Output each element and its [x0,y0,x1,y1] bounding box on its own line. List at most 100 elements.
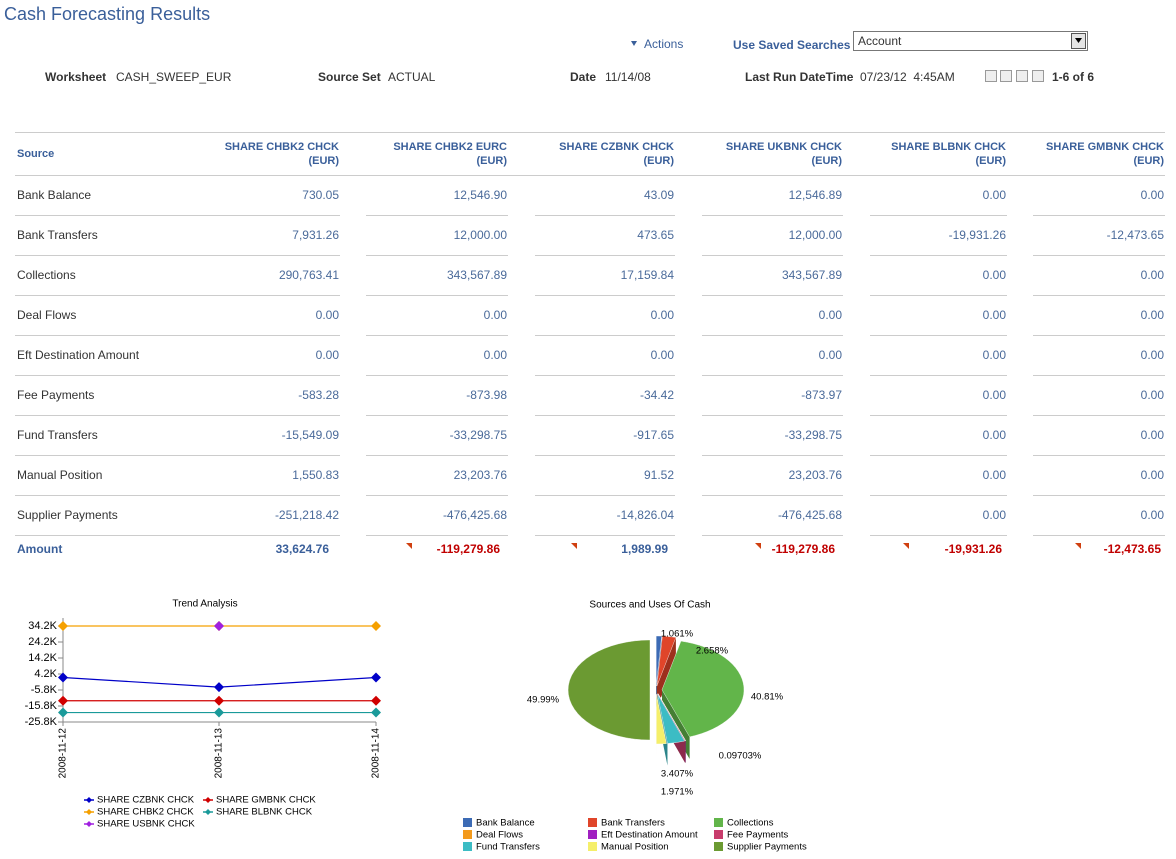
cell-value: 343,567.89 [781,268,842,282]
total-flag [406,543,412,549]
data-label: 1.061% [661,629,694,640]
pie-slice [656,635,677,687]
cell-value: 0.00 [982,428,1006,442]
y-tick-label: -15.8K [25,700,58,712]
legend-swatch [588,842,597,851]
total-flag [755,543,761,549]
cell-value: 0.00 [982,508,1006,522]
field-label: Worksheet [45,70,107,84]
pie-slice [657,693,686,742]
column-header: SHARE CHBK2 EURC [393,141,507,153]
row-label: Eft Destination Amount [17,348,140,362]
saved-searches-label[interactable]: Use Saved Searches [733,38,851,52]
point-marker [214,707,224,718]
point-marker [58,621,68,631]
field-label: Source Set [318,70,381,84]
pie-slice [656,635,662,687]
pie-slice [661,640,745,738]
cell-value: 0.00 [483,308,507,322]
legend-label: SHARE BLBNK CHCK [216,807,313,818]
y-tick-label: 4.2K [34,668,57,680]
legend-swatch [463,830,472,839]
cell-value: -33,298.75 [449,428,507,442]
pager-text: 1-6 of 6 [1052,70,1095,84]
cell-value: 343,567.89 [446,268,507,282]
next-button[interactable] [1016,70,1028,82]
legend-label: Manual Position [601,842,669,853]
point-marker [371,621,381,631]
legend-label: Collections [727,818,774,829]
total-value: -119,279.86 [436,542,500,556]
row-label: Fee Payments [17,388,95,402]
actions-icon[interactable] [631,41,637,46]
cell-value: 473.65 [637,228,674,242]
cell-value: 0.00 [982,188,1006,202]
field-value: 07/23/12 4:45AM [860,70,955,84]
cell-value: 290,763.41 [278,268,339,282]
data-label: 40.81% [751,692,784,703]
column-currency: (EUR) [811,155,842,167]
column-currency: (EUR) [643,155,674,167]
cell-value: 23,203.76 [788,468,842,482]
cell-value: -15,549.09 [281,428,339,442]
cell-value: -583.28 [298,388,339,402]
row-label: Bank Transfers [17,228,98,242]
cell-value: 0.00 [1140,428,1164,442]
y-tick-label: 14.2K [28,652,57,664]
cell-value: 0.00 [1140,348,1164,362]
row-label: Fund Transfers [17,428,98,442]
source-header: Source [17,148,55,160]
field-label: Date [570,70,597,84]
point-marker [214,695,224,706]
cell-value: 0.00 [982,268,1006,282]
cell-value: -251,218.42 [274,508,339,522]
legend-label: Bank Transfers [601,818,665,829]
x-tick-label: 2008-11-13 [214,728,225,779]
prev-button[interactable] [1000,70,1012,82]
column-header: SHARE BLBNK CHCK [891,141,1006,153]
cell-value: 12,000.00 [788,228,842,242]
cell-value: 0.00 [650,308,674,322]
first-button[interactable] [985,70,997,82]
select-box[interactable] [853,31,1088,51]
cell-value: -476,425.68 [777,508,842,522]
point-marker [214,621,224,631]
legend-swatch [714,818,723,827]
total-label: Amount [17,542,63,556]
y-tick-label: 24.2K [28,636,57,648]
cell-value: 0.00 [818,308,842,322]
legend-label: Deal Flows [476,830,523,841]
row-label: Bank Balance [17,188,92,202]
row-label: Collections [17,268,76,282]
legend-label: SHARE USBNK CHCK [97,819,195,830]
y-tick-label: -5.8K [31,684,58,696]
data-label: 49.99% [527,695,560,706]
total-value: -12,473.65 [1103,542,1161,556]
point-marker [58,672,68,683]
legend-marker [86,821,92,827]
legend-marker [205,797,211,803]
total-value: -19,931.26 [944,542,1002,556]
point-marker [214,682,224,693]
pie-slice [567,639,651,741]
legend-swatch [588,818,597,827]
cell-value: 0.00 [1140,388,1164,402]
cell-value: -917.65 [633,428,674,442]
cell-value: -873.97 [801,388,842,402]
cell-value: 17,159.84 [620,268,674,282]
cell-value: 0.00 [315,348,339,362]
cell-value: 12,546.90 [453,188,507,202]
cell-value: 12,000.00 [453,228,507,242]
last-button[interactable] [1032,70,1044,82]
legend-label: Fee Payments [727,830,788,841]
actions-link[interactable]: Actions [644,37,684,51]
total-flag [1075,543,1081,549]
cell-value: 0.00 [1140,268,1164,282]
field-label: Last Run DateTime [745,70,854,84]
cell-value: 91.52 [643,468,674,482]
y-tick-label: 34.2K [28,620,57,632]
legend-label: SHARE CHBK2 CHCK [97,807,194,818]
column-currency: (EUR) [476,155,507,167]
select-arrow [1075,38,1082,43]
